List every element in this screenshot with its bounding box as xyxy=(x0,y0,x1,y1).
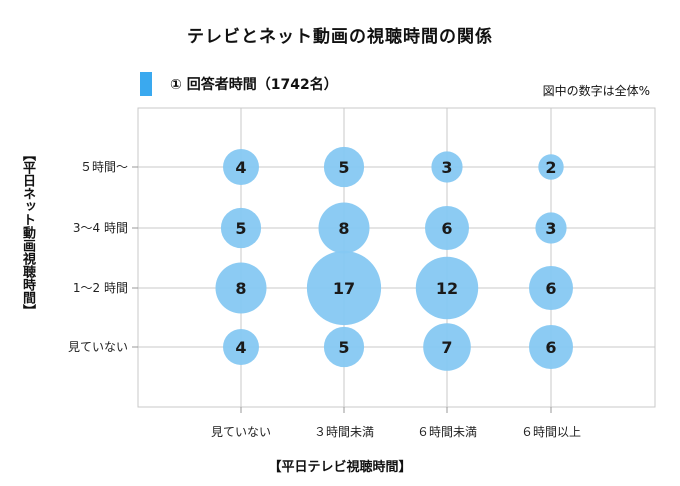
bubble-value-label: 2 xyxy=(545,158,556,177)
bubble-value-label: 5 xyxy=(338,158,349,177)
bubble xyxy=(215,262,267,314)
bubble-value-label: 6 xyxy=(545,338,556,357)
bubble-value-label: 17 xyxy=(333,279,355,298)
y-axis-title: 【平日ネット動画視聴時間】 xyxy=(20,148,35,317)
bubble-value-label: 4 xyxy=(235,158,246,177)
bubble-value-label: 4 xyxy=(235,338,246,357)
bubble xyxy=(529,325,573,369)
legend-swatch xyxy=(140,72,152,96)
bubble-value-label: 5 xyxy=(235,219,246,238)
x-tick-label: ６時間以上 xyxy=(521,425,581,439)
bubble xyxy=(223,329,259,365)
bubble xyxy=(318,202,370,254)
bubble-value-label: 7 xyxy=(441,338,452,357)
bubble xyxy=(306,250,382,326)
plot-frame xyxy=(137,107,656,408)
legend-label: ① 回答者時間（1742名） xyxy=(170,77,338,93)
bubble-value-label: 8 xyxy=(338,219,349,238)
bubble-value-label: 12 xyxy=(436,279,458,298)
x-tick-label: 見ていない xyxy=(211,425,271,439)
bubble xyxy=(423,323,471,371)
bubble-value-label: 6 xyxy=(545,279,556,298)
legend: ① 回答者時間（1742名） xyxy=(140,72,338,96)
x-axis-title: 【平日テレビ視聴時間】 xyxy=(268,460,412,475)
bubble-value-label: 5 xyxy=(338,338,349,357)
bubble xyxy=(538,154,564,180)
bubble xyxy=(431,151,463,183)
bubble xyxy=(535,212,567,244)
chart-note: 図中の数字は全体% xyxy=(542,84,650,98)
bubble xyxy=(425,206,469,250)
y-tick-label: ５時間〜 xyxy=(80,160,128,174)
bubble-value-label: 8 xyxy=(235,279,246,298)
bubble-value-label: 3 xyxy=(545,219,556,238)
bubble xyxy=(220,207,262,249)
x-tick-label: ６時間未満 xyxy=(417,425,477,439)
y-tick-label: 3〜4 時間 xyxy=(73,221,128,235)
y-tick-label: 見ていない xyxy=(68,340,128,354)
bubble xyxy=(415,256,479,320)
bubble-value-label: 6 xyxy=(441,219,452,238)
y-tick-label: 1〜2 時間 xyxy=(73,281,128,295)
chart-title: テレビとネット動画の視聴時間の関係 xyxy=(187,27,493,47)
bubble xyxy=(223,149,259,185)
x-tick-label: ３時間未満 xyxy=(314,425,374,439)
bubble xyxy=(323,146,365,188)
bubble xyxy=(529,266,573,310)
bubble xyxy=(323,326,365,368)
bubble-value-label: 3 xyxy=(441,158,452,177)
